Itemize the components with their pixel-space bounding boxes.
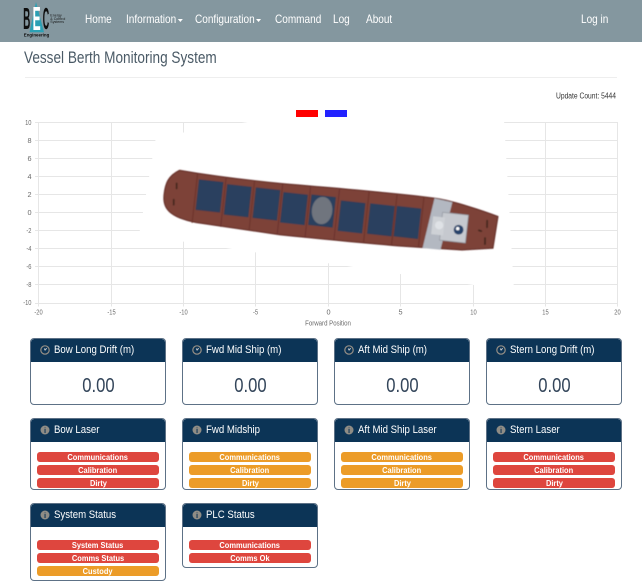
svg-text:i: i <box>196 511 198 520</box>
svg-text:10: 10 <box>470 308 476 317</box>
svg-text:Forward Position: Forward Position <box>305 319 351 328</box>
svg-text:i: i <box>500 426 502 435</box>
svg-text:Engineering: Engineering <box>24 33 50 38</box>
svg-text:-5: -5 <box>253 308 258 317</box>
svg-text:-10: -10 <box>179 308 187 317</box>
svg-text:-6: -6 <box>26 262 31 271</box>
svg-text:5: 5 <box>398 308 402 317</box>
svg-text:-2: -2 <box>26 226 31 235</box>
svg-text:E: E <box>33 1 41 38</box>
svg-text:& Control: & Control <box>50 17 65 21</box>
svg-text:15: 15 <box>542 308 548 317</box>
svg-text:2: 2 <box>27 190 31 199</box>
svg-text:0: 0 <box>27 208 31 217</box>
svg-text:Systems: Systems <box>50 20 64 24</box>
svg-text:B: B <box>23 2 30 36</box>
svg-text:8: 8 <box>27 136 31 145</box>
svg-text:C: C <box>43 2 49 36</box>
svg-text:4: 4 <box>27 172 31 181</box>
svg-text:Update Count: 5444: Update Count: 5444 <box>556 92 616 101</box>
svg-text:-15: -15 <box>107 308 115 317</box>
svg-text:-10: -10 <box>23 298 31 307</box>
svg-text:i: i <box>196 426 198 435</box>
svg-text:6: 6 <box>27 154 31 163</box>
svg-text:20: 20 <box>614 308 620 317</box>
svg-text:Energy: Energy <box>50 13 62 17</box>
svg-text:i: i <box>44 426 46 435</box>
svg-text:0: 0 <box>326 308 330 317</box>
svg-text:10: 10 <box>25 118 31 127</box>
svg-text:-8: -8 <box>26 280 31 289</box>
svg-text:i: i <box>348 426 350 435</box>
svg-text:-4: -4 <box>26 244 31 253</box>
svg-text:i: i <box>44 511 46 520</box>
svg-text:-20: -20 <box>34 308 42 317</box>
